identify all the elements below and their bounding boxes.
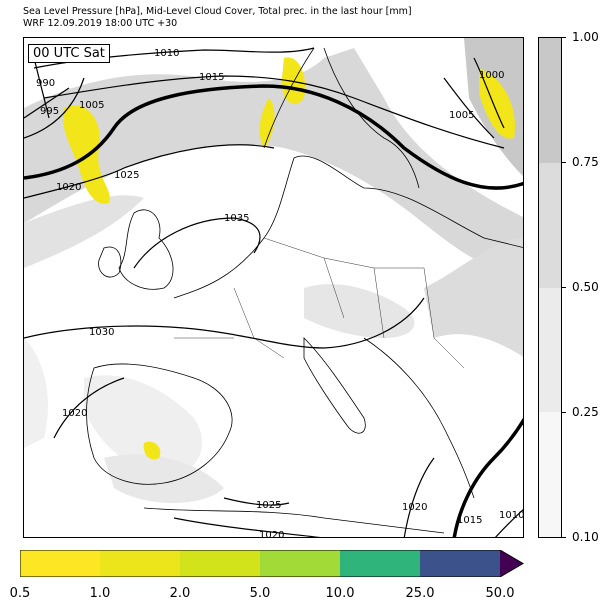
isobar-label: 1020 — [402, 502, 427, 513]
colorbar-tick — [562, 162, 566, 163]
isobar-1025 — [24, 144, 275, 199]
cloud-cover-layer — [24, 38, 523, 503]
cloud-iberia-south — [104, 454, 224, 503]
chart-title-line2: WRF 12.09.2019 18:00 UTC +30 — [23, 18, 178, 29]
cloud-colorbar-segment — [539, 38, 561, 163]
isobar-1015 — [43, 75, 505, 149]
isobar-995 — [24, 87, 70, 119]
isobar-label: 1005 — [449, 110, 474, 121]
cloud-alps — [304, 284, 415, 338]
isobar-990 — [33, 57, 50, 119]
cloud-colorbar-label: 0.10 — [572, 530, 599, 544]
cloud-east — [424, 238, 523, 357]
isobar-1010-se — [495, 509, 523, 537]
isobar-label: 1025 — [114, 170, 139, 181]
isobar-1000-ne — [473, 57, 505, 129]
isobar-1015-se-thick — [452, 417, 523, 537]
weather-map: 1010 1015 990 995 1005 1000 1005 1020 10… — [23, 37, 524, 538]
coast-continent — [173, 155, 523, 299]
isobar-label: 1030 — [89, 327, 114, 338]
coast-italy — [303, 337, 366, 434]
isobar-label: 1020 — [56, 182, 81, 193]
isobar-1005-west — [24, 77, 85, 139]
precip-spain — [143, 441, 161, 460]
cloud-colorbar-label: 0.25 — [572, 405, 599, 419]
cloud-colorbar-segment — [539, 412, 561, 537]
isobar-label: 1020 — [259, 530, 284, 538]
cloud-cover-colorbar — [538, 37, 562, 538]
precip-scandi — [259, 98, 275, 148]
colorbar-tick — [562, 537, 566, 538]
isobar-label: 1010 — [499, 510, 524, 521]
precip-colorbar-segment — [180, 550, 260, 577]
isobar-label: 1005 — [79, 100, 104, 111]
precip-colorbar-extend-arrow — [500, 550, 523, 577]
isobar-label: 1000 — [479, 70, 504, 81]
valid-time-label: 00 UTC Sat — [28, 44, 110, 63]
isobar-1020-se — [403, 457, 435, 537]
colorbar-tick — [562, 37, 566, 38]
coast-northafrica — [143, 507, 445, 534]
isobar-1025-south — [223, 497, 290, 506]
colorbar-tick — [562, 287, 566, 288]
isobar-label: 1020 — [62, 408, 87, 419]
isobar-label: 1035 — [224, 213, 249, 224]
precip-colorbar-label: 25.0 — [405, 586, 435, 601]
precip-colorbar-label: 50.0 — [485, 586, 515, 601]
precip-colorbar-segment — [420, 550, 500, 577]
coast-ireland — [98, 246, 122, 278]
isobar-1020-sw — [53, 377, 125, 439]
precip-colorbar-segment — [340, 550, 420, 577]
precip-ne — [479, 68, 515, 139]
cloud-sw — [24, 338, 48, 448]
isobar-label: 1015 — [457, 515, 482, 526]
isobar-label: 990 — [36, 78, 55, 89]
coastlines — [86, 47, 523, 534]
isobar-1005-ne — [443, 77, 495, 139]
cloud-colorbar-label: 1.00 — [572, 30, 599, 44]
precip-norway — [281, 57, 306, 105]
coast-scandinavia — [263, 47, 420, 189]
cloud-colorbar-label: 0.50 — [572, 280, 599, 294]
precipitation-colorbar — [20, 550, 524, 577]
coast-iberia — [86, 363, 233, 485]
colorbar-tick — [562, 412, 566, 413]
chart-title-line1: Sea Level Pressure [hPa], Mid-Level Clou… — [23, 6, 412, 17]
isobar-1020-thick — [24, 84, 523, 190]
isobar-label: 995 — [40, 106, 59, 117]
coast-balkans — [363, 337, 475, 499]
precip-colorbar-label: 5.0 — [249, 586, 271, 601]
precip-colorbar-segment — [260, 550, 340, 577]
cloud-iberia — [84, 375, 203, 478]
isobar-label: 1015 — [199, 72, 224, 83]
isobar-label: 1010 — [154, 48, 179, 59]
isobar-labels: 1010 1015 990 995 1005 1000 1005 1020 10… — [36, 48, 524, 538]
isobars — [24, 47, 523, 537]
isobar-1030 — [24, 297, 425, 349]
precip-colorbar-label: 0.5 — [9, 586, 31, 601]
isobar-label: 1025 — [256, 500, 281, 511]
precip-colorbar-label: 1.0 — [89, 586, 111, 601]
cloud-band-north — [24, 48, 523, 278]
precip-colorbar-label: 10.0 — [325, 586, 355, 601]
precip-colorbar-label: 2.0 — [169, 586, 191, 601]
coast-britain — [118, 209, 174, 290]
isobar-1035 — [133, 217, 261, 269]
precip-colorbar-segment — [20, 550, 100, 577]
cloud-colorbar-segment — [539, 287, 561, 413]
isobar-1020-south — [173, 517, 321, 537]
cloud-colorbar-label: 0.75 — [572, 155, 599, 169]
map-canvas: 1010 1015 990 995 1005 1000 1005 1020 10… — [24, 38, 524, 538]
cloud-band-west — [24, 195, 144, 268]
cloud-colorbar-segment — [539, 162, 561, 288]
precip-colorbar-segment — [100, 550, 180, 577]
